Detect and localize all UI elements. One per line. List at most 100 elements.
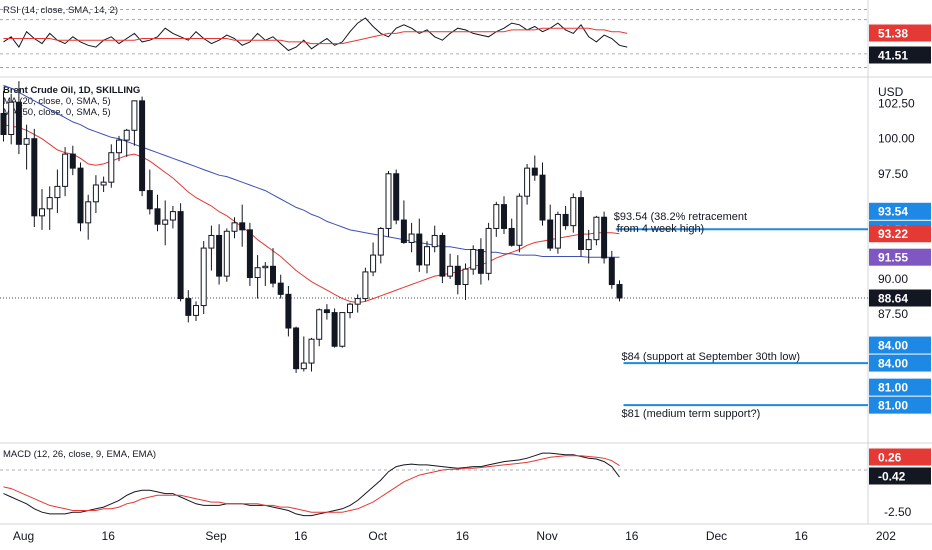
chart-title[interactable]: Brent Crude Oil, 1D, SKILLING xyxy=(3,85,140,96)
candle-body-down xyxy=(393,173,400,221)
candle-body-up xyxy=(85,201,92,224)
candle-77 xyxy=(593,215,600,246)
candle-body-down xyxy=(216,234,223,277)
macd-pane[interactable]: MACD (12, 26, close, 9, EMA, EMA) -2.50 0… xyxy=(0,448,931,520)
rsi-indicator-label[interactable]: RSI (14, close, SMA, 14, 2) xyxy=(3,5,118,16)
price-tag-5-bg xyxy=(869,354,931,372)
price-tag-3-bg xyxy=(869,248,931,266)
price-tag-7-bg xyxy=(869,396,931,414)
candle-17 xyxy=(131,100,138,146)
candle-48 xyxy=(370,242,377,277)
candle-body-down xyxy=(531,167,538,176)
price-tick-label-3: 90.00 xyxy=(878,272,908,286)
candle-75 xyxy=(578,190,584,257)
candle-body-down xyxy=(439,234,446,277)
price-tag-1: 93.54 xyxy=(869,202,931,220)
candle-13 xyxy=(100,176,107,192)
candle-9 xyxy=(69,145,76,176)
time-axis[interactable]: Aug 16 Sep 16 Oct 16 Nov 16 Dec 16 202 xyxy=(13,529,896,543)
macd-tick-label-0: -2.50 xyxy=(884,505,912,519)
candle-28 xyxy=(216,224,223,285)
price-tag-3-text: 91.55 xyxy=(878,250,908,264)
candle-5 xyxy=(39,189,45,230)
candle-body-up xyxy=(54,185,61,199)
candle-24 xyxy=(185,290,192,323)
price-tag-4-bg xyxy=(869,289,931,307)
candle-body-up xyxy=(593,216,600,241)
candle-body-up xyxy=(485,227,492,274)
candle-body-up xyxy=(308,338,315,364)
candle-45 xyxy=(347,302,353,319)
candle-25 xyxy=(193,301,199,321)
price-tag-3: 91.55 xyxy=(869,248,931,266)
time-tick-label-7: 16 xyxy=(625,529,639,543)
time-tick-label-8: Dec xyxy=(706,529,727,543)
candle-body-up xyxy=(116,139,122,154)
candle-body-down xyxy=(608,257,615,286)
candle-20 xyxy=(154,194,161,232)
candle-body-up xyxy=(447,265,454,277)
candle-body-up xyxy=(254,267,261,279)
candle-29 xyxy=(223,228,230,282)
candle-body-up xyxy=(300,362,307,370)
candle-27 xyxy=(208,225,215,271)
time-tick-label-5: 16 xyxy=(456,529,470,543)
ma50-indicator-label[interactable]: MA (50, close, 0, SMA, 5) xyxy=(3,107,111,118)
candle-body-up xyxy=(62,153,69,187)
candle-55 xyxy=(424,241,430,274)
candle-body-down xyxy=(177,211,184,300)
ma50-line xyxy=(3,84,620,258)
time-tick-label-3: 16 xyxy=(294,529,308,543)
candle-59 xyxy=(454,255,461,295)
macd-indicator-label[interactable]: MACD (12, 26, close, 9, EMA, EMA) xyxy=(3,449,156,460)
candle-body-up xyxy=(108,152,115,183)
candle-body-up xyxy=(208,234,215,249)
time-tick-label-10: 202 xyxy=(876,529,896,543)
level-annotation-1: $84 (support at September 30th low) xyxy=(622,351,801,363)
candle-72 xyxy=(554,211,561,254)
candle-body-up xyxy=(377,227,384,256)
candle-body-up xyxy=(131,100,138,131)
ma20-indicator-label[interactable]: MA (20, close, 0, SMA, 5) xyxy=(3,96,111,107)
candle-body-up xyxy=(462,268,469,286)
candle-body-down xyxy=(285,293,292,329)
candle-79 xyxy=(608,250,615,289)
candle-52 xyxy=(400,200,407,244)
candle-body-down xyxy=(293,327,300,370)
candle-body-up xyxy=(424,246,430,266)
candle-body-up xyxy=(554,213,561,249)
candle-body-down xyxy=(69,153,76,169)
candle-body-up xyxy=(193,305,199,316)
candle-body-up xyxy=(339,312,346,347)
candle-51 xyxy=(393,169,400,225)
macd-signal-line xyxy=(3,455,620,513)
rsi-pane[interactable]: RSI (14, close, SMA, 14, 2) 51.38 41.51 xyxy=(0,5,931,68)
candle-body-up xyxy=(470,248,477,270)
price-tag-2: 93.22 xyxy=(869,225,931,243)
candle-body-up xyxy=(570,197,577,227)
macd-value-tag-1-text: -0.42 xyxy=(878,469,906,483)
candle-46 xyxy=(354,294,361,313)
candle-71 xyxy=(547,204,554,251)
candle-36 xyxy=(277,274,284,299)
candle-body-down xyxy=(185,298,192,316)
candle-38 xyxy=(293,326,300,373)
candle-42 xyxy=(323,304,330,320)
price-tick-label-2: 97.50 xyxy=(878,167,908,181)
candle-7 xyxy=(54,169,61,214)
candle-6 xyxy=(46,186,53,230)
candle-61 xyxy=(470,245,477,275)
candle-63 xyxy=(485,222,492,281)
candle-body-down xyxy=(323,309,330,314)
macd-value-tag-1-bg xyxy=(869,467,931,485)
price-tag-5-text: 84.00 xyxy=(878,356,908,370)
time-tick-label-6: Nov xyxy=(536,529,557,543)
macd-value-tag-1: -0.42 xyxy=(869,467,931,485)
price-axis-unit: USD xyxy=(878,85,904,99)
candle-60 xyxy=(462,263,469,300)
price-pane[interactable]: Brent Crude Oil, 1D, SKILLING MA (20, cl… xyxy=(0,81,931,420)
candle-body-down xyxy=(547,219,554,249)
candle-10 xyxy=(77,162,84,232)
candle-53 xyxy=(408,222,415,253)
